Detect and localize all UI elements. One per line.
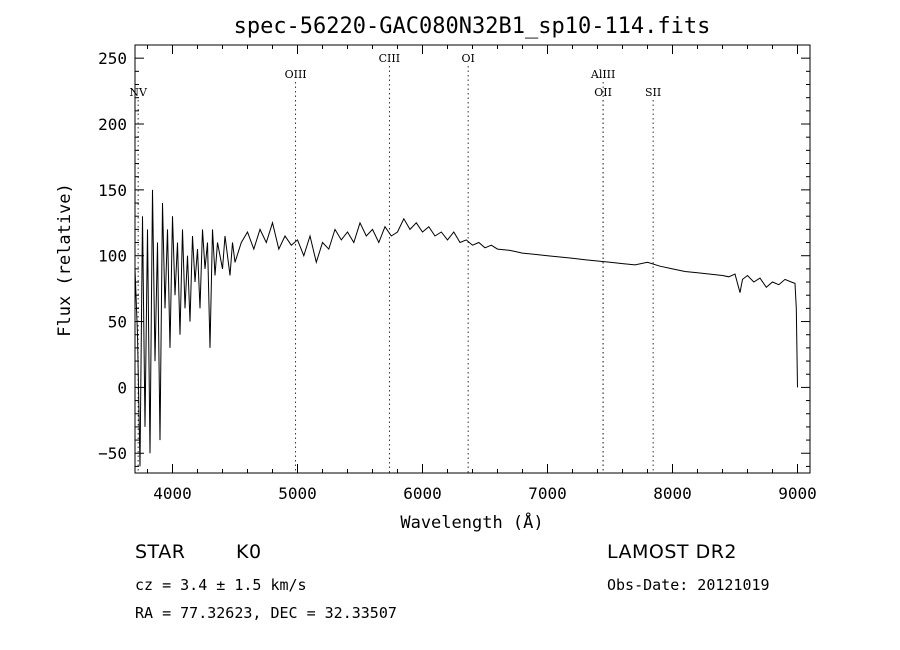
- redshift-cz: cz = 3.4 ± 1.5 km/s: [135, 576, 307, 594]
- series-line-flux: [135, 189, 798, 467]
- y-tick-label: 150: [98, 181, 127, 200]
- y-tick-label: −50: [98, 444, 127, 463]
- object-subclass: K0: [236, 541, 262, 563]
- emission-line-label: AlIII: [590, 68, 616, 81]
- survey-name: LAMOST DR2: [607, 541, 737, 563]
- x-tick-label: 5000: [278, 484, 317, 503]
- x-tick-label: 4000: [153, 484, 192, 503]
- chart-title: spec-56220-GAC080N32B1_sp10-114.fits: [234, 14, 711, 39]
- emission-line-label: OIII: [285, 68, 307, 81]
- y-tick-label: 200: [98, 115, 127, 134]
- y-tick-label: 0: [117, 378, 127, 397]
- y-tick-label: 100: [98, 247, 127, 266]
- x-tick-label: 7000: [528, 484, 567, 503]
- object-class: STAR: [135, 541, 186, 563]
- y-tick-label: 50: [108, 313, 127, 332]
- y-tick-label: 250: [98, 49, 127, 68]
- coordinates: RA = 77.32623, DEC = 32.33507: [135, 604, 397, 622]
- x-tick-label: 6000: [403, 484, 442, 503]
- emission-line-label: SII: [645, 86, 661, 99]
- emission-line-label: OI: [461, 52, 474, 65]
- axis-ticks: 4000 5000 6000 7000 8000 9000 −50 0 50 100 150 200 2…: [98, 44, 817, 503]
- x-axis-label: Wavelength (Å): [400, 511, 543, 533]
- x-tick-label: 9000: [778, 484, 817, 503]
- y-axis-label: Flux (relative): [55, 183, 75, 337]
- flux-series: [135, 189, 798, 467]
- x-tick-label: 8000: [653, 484, 692, 503]
- emission-line-label: OII: [594, 86, 612, 99]
- emission-line-label: CIII: [379, 52, 400, 65]
- observation-date: Obs-Date: 20121019: [607, 576, 770, 594]
- emission-line-label: NV: [129, 86, 148, 99]
- emission-line-markers: NV OIII CIII OI AlIII OII SII: [129, 52, 661, 473]
